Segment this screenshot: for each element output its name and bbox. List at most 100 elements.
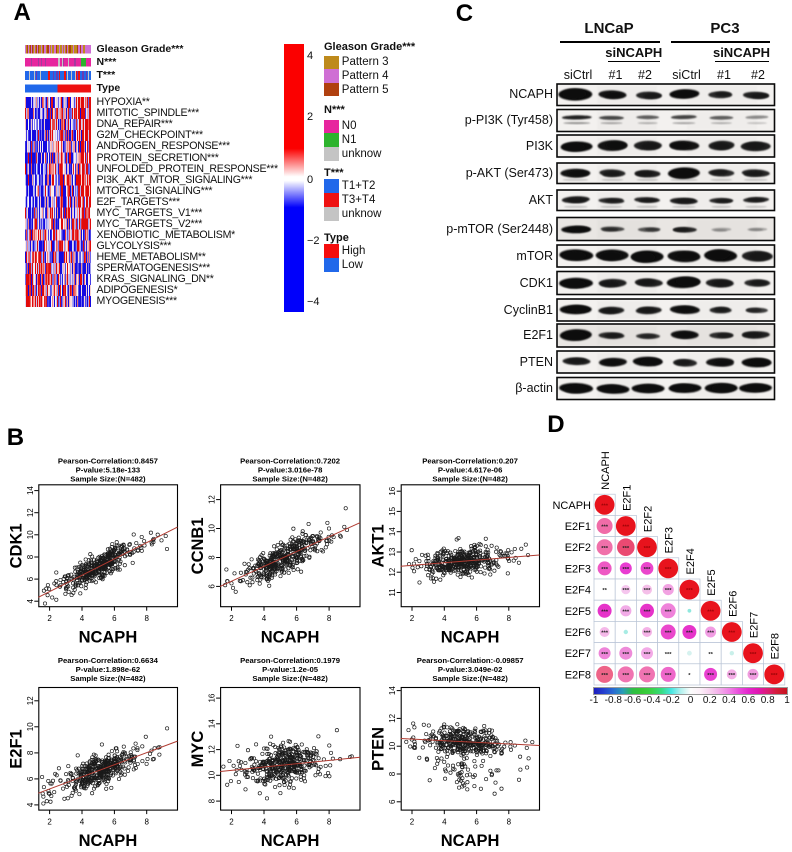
svg-text:6: 6 [26,776,35,781]
svg-text:4: 4 [80,818,85,827]
svg-text:6: 6 [26,576,35,581]
svg-text:8: 8 [327,818,332,827]
svg-text:NCAPH: NCAPH [79,832,138,850]
svg-text:***: *** [707,609,715,615]
svg-text:***: *** [601,609,609,615]
svg-text:***: *** [644,652,652,658]
svg-text:NCAPH: NCAPH [79,628,138,646]
svg-text:**: ** [708,652,713,658]
svg-text:14: 14 [26,486,35,495]
svg-text:16: 16 [388,486,397,495]
svg-text:4: 4 [80,614,85,623]
svg-text:8: 8 [26,554,35,559]
svg-text:***: *** [665,673,673,679]
svg-text:***: *** [622,546,630,552]
svg-text:E2F5: E2F5 [706,569,718,595]
svg-text:Sample Size:(N=482): Sample Size:(N=482) [432,475,508,484]
svg-text:E2F8: E2F8 [770,633,782,659]
svg-text:Pearson-Correlation:0.207: Pearson-Correlation:0.207 [422,457,518,466]
svg-text:***: *** [601,567,609,573]
svg-text:E2F4: E2F4 [685,548,697,574]
svg-text:E2F2: E2F2 [565,542,591,554]
svg-text:E2F1: E2F1 [7,729,25,768]
svg-text:12: 12 [208,495,217,504]
svg-text:***: *** [686,631,694,637]
svg-text:***: *** [665,652,673,658]
svg-text:E2F2: E2F2 [643,506,655,532]
svg-text:***: *** [601,652,609,658]
svg-text:***: *** [707,631,715,637]
svg-text:10: 10 [388,741,397,750]
svg-text:2: 2 [229,818,234,827]
svg-text:***: *** [644,546,652,552]
svg-text:Pearson-Correlation:0.8457: Pearson-Correlation:0.8457 [58,457,158,466]
svg-text:P-value:3.049e-02: P-value:3.049e-02 [438,665,503,674]
svg-text:E2F7: E2F7 [565,648,591,660]
svg-text:8: 8 [26,750,35,755]
svg-text:***: *** [622,525,630,531]
svg-text:6: 6 [474,818,479,827]
svg-text:10: 10 [26,530,35,539]
svg-text:NCAPH: NCAPH [441,832,500,850]
svg-text:12: 12 [208,745,217,754]
svg-text:14: 14 [208,719,217,728]
svg-text:E2F1: E2F1 [621,485,633,511]
svg-text:4: 4 [262,818,267,827]
svg-text:E2F1: E2F1 [565,521,591,533]
svg-text:***: *** [728,631,736,637]
svg-text:10: 10 [26,722,35,731]
svg-text:***: *** [644,588,652,594]
svg-text:***: *** [728,673,736,679]
svg-text:6: 6 [208,584,217,589]
svg-text:***: *** [644,673,652,679]
svg-text:E2F6: E2F6 [727,591,739,617]
svg-text:Sample Size:(N=482): Sample Size:(N=482) [252,475,328,484]
svg-text:Sample Size:(N=482): Sample Size:(N=482) [252,674,328,683]
svg-text:***: *** [622,588,630,594]
svg-text:P-value:5.18e-133: P-value:5.18e-133 [76,466,141,475]
svg-text:***: *** [686,588,694,594]
svg-text:E2F6: E2F6 [565,627,591,639]
svg-text:14: 14 [388,686,397,695]
svg-text:CCNB1: CCNB1 [189,517,207,574]
svg-text:***: *** [622,652,630,658]
svg-text:NCAPH: NCAPH [261,832,320,850]
svg-text:2: 2 [410,614,415,623]
svg-text:6: 6 [112,614,117,623]
svg-text:E2F5: E2F5 [565,606,591,618]
svg-text:8: 8 [507,818,512,827]
svg-text:Sample Size:(N=482): Sample Size:(N=482) [70,475,146,484]
svg-text:Pearson-Correlation:0.7202: Pearson-Correlation:0.7202 [240,457,340,466]
svg-text:***: *** [622,673,630,679]
svg-text:10: 10 [208,770,217,779]
svg-text:8: 8 [388,771,397,776]
svg-text:***: *** [771,673,779,679]
svg-text:8: 8 [144,614,149,623]
svg-text:P-value:4.617e-06: P-value:4.617e-06 [438,466,503,475]
svg-text:P-value:3.016e-78: P-value:3.016e-78 [258,466,323,475]
svg-text:11: 11 [388,588,397,597]
svg-text:***: *** [665,631,673,637]
svg-text:AKT1: AKT1 [370,524,388,567]
svg-text:4: 4 [442,818,447,827]
svg-text:***: *** [644,609,652,615]
svg-text:E2F8: E2F8 [565,669,591,681]
svg-text:CDK1: CDK1 [7,523,25,568]
svg-text:2: 2 [47,818,52,827]
svg-text:8: 8 [144,818,149,827]
svg-text:6: 6 [294,614,299,623]
svg-text:Pearson-Correlation:0.1979: Pearson-Correlation:0.1979 [240,656,340,665]
svg-text:12: 12 [26,696,35,705]
svg-text:8: 8 [208,798,217,803]
svg-text:4: 4 [26,598,35,603]
svg-text:NCAPH: NCAPH [552,500,591,512]
svg-text:P-value:1.2e-05: P-value:1.2e-05 [262,665,319,674]
svg-text:***: *** [601,631,609,637]
svg-text:***: *** [601,546,609,552]
svg-text:***: *** [622,609,630,615]
svg-text:***: *** [601,673,609,679]
svg-text:***: *** [750,652,758,658]
svg-text:***: *** [622,567,630,573]
svg-text:12: 12 [388,713,397,722]
svg-text:***: *** [750,673,758,679]
